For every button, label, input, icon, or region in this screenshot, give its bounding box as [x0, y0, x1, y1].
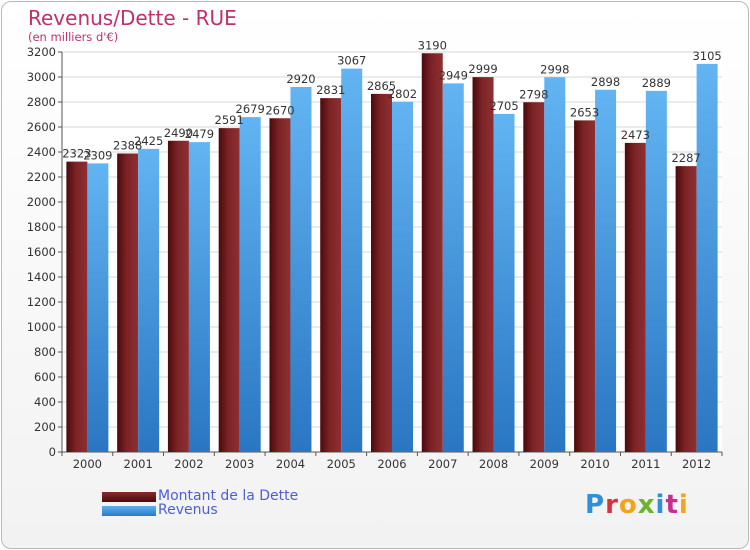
bar-revenus: [645, 90, 667, 452]
x-tick-label: 2011: [631, 457, 660, 471]
logo-letter: P: [585, 490, 606, 520]
bar-dette: [574, 120, 596, 452]
data-label-dette: 2670: [265, 103, 294, 117]
bar-dette: [675, 166, 697, 452]
legend-swatch-dette: [102, 492, 156, 502]
y-tick-label: 1000: [27, 320, 56, 334]
x-tick-label: 2009: [530, 457, 559, 471]
bar-revenus: [392, 101, 413, 452]
y-tick-label: 200: [34, 420, 56, 434]
y-tick-label: 2600: [27, 120, 56, 134]
bar-revenus: [290, 87, 312, 452]
data-label-revenus: 2679: [236, 102, 265, 116]
y-tick-label: 2000: [27, 195, 56, 209]
y-tick-label: 2200: [27, 170, 56, 184]
data-label-dette: 2490: [164, 126, 193, 140]
x-tick-label: 2000: [73, 457, 102, 471]
x-tick-label: 2010: [580, 457, 609, 471]
bar-revenus: [138, 148, 160, 452]
legend-swatch-revenus: [102, 506, 156, 516]
bar-dette: [66, 161, 88, 452]
x-tick-label: 2006: [377, 457, 406, 471]
data-label-revenus: 2949: [439, 68, 468, 82]
data-label-dette: 2999: [468, 62, 497, 76]
data-label-dette: 2473: [621, 128, 650, 142]
data-label-dette: 2831: [316, 83, 345, 97]
y-tick-label: 3200: [27, 45, 56, 59]
bar-dette: [472, 77, 494, 452]
data-label-dette: 2388: [113, 139, 142, 153]
y-tick-label: 2800: [27, 95, 56, 109]
x-tick-label: 2002: [174, 457, 203, 471]
data-label-revenus: 3067: [337, 54, 366, 68]
bar-dette: [269, 118, 291, 452]
bar-dette: [117, 153, 139, 452]
data-label-revenus: 3105: [692, 49, 721, 63]
data-label-revenus: 2479: [185, 127, 214, 141]
data-label-revenus: 2998: [540, 62, 569, 76]
logo-letter: i: [655, 490, 666, 520]
data-label-dette: 2865: [367, 79, 396, 93]
y-tick-label: 600: [34, 370, 56, 384]
y-tick-label: 1400: [27, 270, 56, 284]
x-tick-label: 2003: [225, 457, 254, 471]
bar-dette: [624, 142, 646, 452]
x-tick-label: 2004: [276, 457, 305, 471]
legend-label-dette: Montant de la Dette: [158, 488, 299, 504]
logo-letter: i: [678, 490, 689, 520]
bar-revenus: [188, 142, 210, 452]
bar-revenus: [87, 163, 109, 452]
data-label-revenus: 2920: [286, 72, 315, 86]
data-label-dette: 3190: [418, 38, 447, 52]
bar-dette: [167, 140, 189, 452]
proxiti-logo: Proxiti: [585, 490, 689, 520]
logo-letter: r: [605, 490, 619, 520]
data-label-revenus: 2802: [388, 87, 417, 101]
data-label-dette: 2653: [570, 105, 599, 119]
legend-label-revenus: Revenus: [158, 502, 218, 518]
bar-revenus: [696, 63, 718, 452]
y-tick-label: 1200: [27, 295, 56, 309]
x-tick-label: 2001: [124, 457, 153, 471]
bar-revenus: [493, 113, 515, 452]
bar-dette: [218, 128, 240, 452]
data-label-revenus: 2889: [642, 76, 671, 90]
bar-revenus: [442, 83, 464, 452]
y-tick-label: 800: [34, 345, 56, 359]
data-label-dette: 2323: [62, 147, 91, 161]
x-tick-label: 2012: [682, 457, 711, 471]
logo-letter: x: [637, 490, 656, 520]
y-tick-label: 0: [49, 445, 56, 459]
y-tick-label: 2400: [27, 145, 56, 159]
chart-title: Revenus/Dette - RUE: [28, 6, 237, 30]
x-tick-label: 2007: [428, 457, 457, 471]
data-label-revenus: 2309: [83, 148, 112, 162]
bar-revenus: [544, 77, 566, 452]
data-label-dette: 2287: [671, 151, 700, 165]
logo-letter: o: [618, 490, 638, 520]
chart-subtitle: (en milliers d'€): [28, 30, 119, 44]
y-tick-label: 400: [34, 395, 56, 409]
data-label-dette: 2798: [519, 87, 548, 101]
bar-revenus: [595, 89, 617, 452]
bar-revenus: [239, 117, 261, 452]
logo-letter: t: [665, 490, 679, 520]
data-label-revenus: 2705: [489, 99, 518, 113]
y-tick-label: 3000: [27, 70, 56, 84]
data-label-dette: 2591: [215, 113, 244, 127]
bar-dette: [421, 53, 443, 452]
data-label-revenus: 2425: [134, 134, 163, 148]
bar-revenus: [341, 68, 363, 452]
y-tick-label: 1600: [27, 245, 56, 259]
x-tick-label: 2008: [479, 457, 508, 471]
data-label-revenus: 2898: [591, 75, 620, 89]
y-tick-label: 1800: [27, 220, 56, 234]
bar-dette: [320, 98, 342, 452]
x-tick-label: 2005: [327, 457, 356, 471]
bar-dette: [371, 93, 392, 452]
bar-dette: [523, 102, 545, 452]
